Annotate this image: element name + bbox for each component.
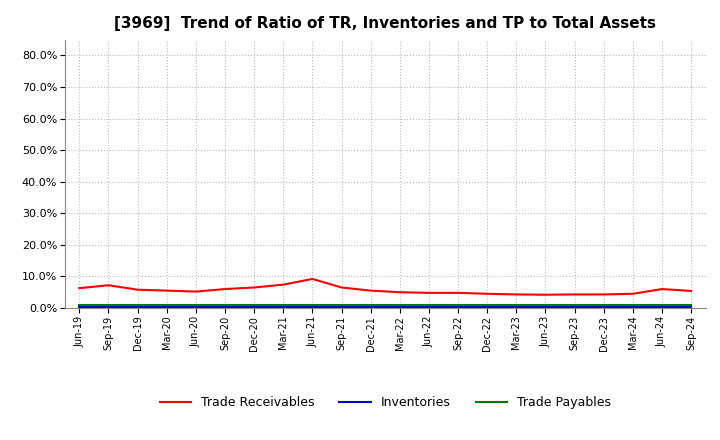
Inventories [570,305,579,310]
Trade Payables [250,303,258,308]
Inventories [687,305,696,310]
Trade Receivables [687,288,696,293]
Trade Payables [395,303,404,308]
Trade Receivables [279,282,287,287]
Trade Payables [133,303,142,308]
Trade Receivables [75,286,84,291]
Trade Receivables [454,290,462,296]
Inventories [192,305,200,310]
Trade Receivables [250,285,258,290]
Trade Receivables [629,291,637,297]
Trade Receivables [308,276,317,282]
Trade Receivables [104,282,113,288]
Trade Receivables [599,292,608,297]
Trade Receivables [570,292,579,297]
Trade Payables [425,303,433,308]
Trade Receivables [220,286,229,292]
Inventories [133,305,142,310]
Inventories [75,305,84,310]
Inventories [425,305,433,310]
Inventories [541,305,550,310]
Trade Payables [308,303,317,308]
Trade Payables [104,303,113,308]
Trade Payables [75,303,84,308]
Trade Receivables [337,285,346,290]
Title: [3969]  Trend of Ratio of TR, Inventories and TP to Total Assets: [3969] Trend of Ratio of TR, Inventories… [114,16,656,32]
Trade Receivables [395,290,404,295]
Trade Receivables [192,289,200,294]
Trade Receivables [483,291,492,297]
Trade Payables [687,303,696,308]
Trade Payables [454,303,462,308]
Trade Payables [483,303,492,308]
Trade Payables [629,303,637,308]
Trade Payables [337,303,346,308]
Trade Receivables [133,287,142,292]
Trade Payables [163,303,171,308]
Inventories [366,305,375,310]
Inventories [599,305,608,310]
Inventories [279,305,287,310]
Trade Receivables [366,288,375,293]
Inventories [395,305,404,310]
Inventories [512,305,521,310]
Trade Payables [192,303,200,308]
Inventories [483,305,492,310]
Inventories [454,305,462,310]
Trade Receivables [163,288,171,293]
Inventories [220,305,229,310]
Trade Payables [279,303,287,308]
Trade Receivables [425,290,433,296]
Trade Payables [657,303,666,308]
Legend: Trade Receivables, Inventories, Trade Payables: Trade Receivables, Inventories, Trade Pa… [155,392,616,414]
Trade Payables [599,303,608,308]
Inventories [308,305,317,310]
Line: Trade Receivables: Trade Receivables [79,279,691,295]
Inventories [104,305,113,310]
Trade Receivables [657,286,666,292]
Inventories [163,305,171,310]
Trade Payables [366,303,375,308]
Trade Payables [220,303,229,308]
Inventories [337,305,346,310]
Inventories [629,305,637,310]
Trade Payables [541,303,550,308]
Trade Receivables [512,292,521,297]
Trade Payables [512,303,521,308]
Trade Payables [570,303,579,308]
Trade Receivables [541,292,550,297]
Inventories [250,305,258,310]
Inventories [657,305,666,310]
